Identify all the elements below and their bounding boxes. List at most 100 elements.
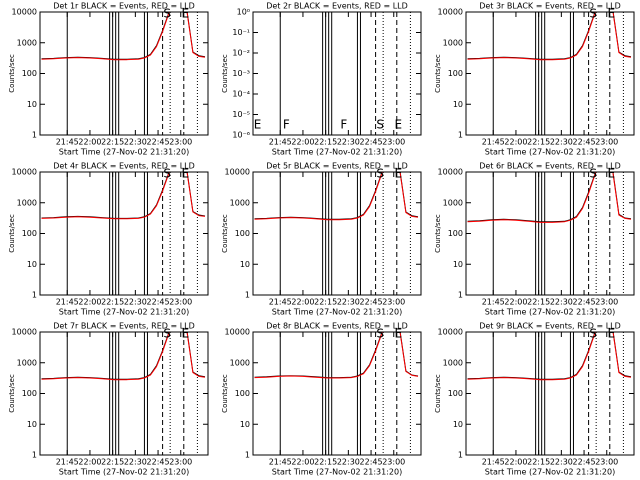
y-axis-label: Counts/sec [8,374,16,413]
x-tick-label: 22:45 [360,138,383,147]
y-tick-label: 10000 [225,328,250,337]
y-tick-label: 10 [453,260,463,269]
x-tick-label: 22:00 [504,298,527,307]
x-tick-label: 21:45 [482,458,505,467]
phase-label: S [376,167,384,181]
y-tick-label: 10 [27,260,37,269]
x-tick-label: 23:00 [595,138,618,147]
x-tick-label: 21:45 [56,138,79,147]
x-tick-label: 22:15 [527,458,550,467]
x-axis-label: Start Time (27-Nov-02 21:31:20) [59,468,189,477]
phase-label: E [608,167,616,181]
x-tick-label: 22:30 [337,298,360,307]
y-tick-label: 100 [22,389,37,398]
x-tick-label: 22:45 [147,298,170,307]
panel-title: Det 6r BLACK = Events, RED = LLD [479,162,621,171]
x-tick-label: 22:00 [78,298,101,307]
y-axis-label: Counts/sec [221,54,229,93]
phase-label: F [340,118,347,132]
plot-frame [39,331,209,456]
x-tick-label: 22:30 [550,138,573,147]
x-tick-label: 22:00 [504,138,527,147]
panel-title: Det 5r BLACK = Events, RED = LLD [266,162,408,171]
x-tick-label: 22:45 [147,138,170,147]
y-tick-label: 1000 [230,198,250,207]
x-axis-label: Start Time (27-Nov-02 21:31:20) [272,468,402,477]
x-tick-label: 23:00 [595,298,618,307]
y-tick-label: 1 [245,451,250,460]
x-tick-label: 23:00 [169,458,192,467]
y-tick-label: 1000 [443,38,463,47]
y-tick-label: 1 [458,451,463,460]
phase-label: S [376,327,384,341]
y-axis-label: Counts/sec [221,374,229,413]
x-axis-label: Start Time (27-Nov-02 21:31:20) [272,308,402,317]
x-tick-label: 22:15 [314,138,337,147]
phase-label: S [163,327,171,341]
x-tick-label: 22:30 [124,138,147,147]
series-line [467,172,632,223]
panel-title: Det 7r BLACK = Events, RED = LLD [53,322,195,331]
phase-label: E [182,7,190,21]
phase-label: S [589,327,597,341]
y-axis-label: Counts/sec [8,214,16,253]
x-tick-label: 22:45 [360,458,383,467]
x-tick-label: 22:00 [291,458,314,467]
phase-label: E [254,118,262,132]
phase-label: E [395,167,403,181]
y-tick-label: 100 [22,69,37,78]
x-tick-label: 22:45 [147,458,170,467]
y-tick-label: 10000 [12,168,37,177]
panel-title: Det 4r BLACK = Events, RED = LLD [53,162,195,171]
y-tick-label: 1000 [443,198,463,207]
y-tick-label: 10 [27,420,37,429]
x-tick-label: 22:30 [124,458,147,467]
x-axis-label: Start Time (27-Nov-02 21:31:20) [59,148,189,157]
y-tick-label: 10000 [438,328,463,337]
phase-label: S [376,118,384,132]
phase-label: E [395,327,403,341]
x-tick-label: 22:00 [78,458,101,467]
y-tick-label: 10⁻⁴ [232,90,250,99]
x-tick-label: 22:15 [314,458,337,467]
plot-frame [39,171,209,296]
x-axis-label: Start Time (27-Nov-02 21:31:20) [485,308,615,317]
panel: Det 5r BLACK = Events, RED = LLD Start Ti… [221,162,422,317]
y-tick-label: 100 [22,229,37,238]
x-tick-label: 21:45 [269,298,292,307]
panel: Det 9r BLACK = Events, RED = LLD Start Ti… [434,322,635,477]
panel-title: Det 9r BLACK = Events, RED = LLD [479,322,621,331]
y-tick-label: 10⁻⁶ [232,131,250,140]
x-tick-label: 22:30 [337,458,360,467]
x-tick-label: 22:45 [360,298,383,307]
y-tick-label: 10 [240,420,250,429]
phase-label: E [395,118,403,132]
series-line [41,12,206,61]
x-tick-label: 22:30 [550,458,573,467]
series-line [41,332,206,381]
plot-frame [252,11,422,136]
x-tick-label: 22:45 [573,458,596,467]
y-tick-label: 100 [448,69,463,78]
plot-frame [465,331,635,456]
series-line [254,172,419,221]
y-tick-label: 10 [27,100,37,109]
x-tick-label: 22:30 [550,298,573,307]
panel-title: Det 1r BLACK = Events, RED = LLD [53,2,195,11]
panel: Det 7r BLACK = Events, RED = LLD Start Ti… [8,322,209,477]
plot-frame [465,11,635,136]
x-tick-label: 22:15 [101,298,124,307]
panel: Det 2r BLACK = Events, RED = LLD Start Ti… [221,2,422,157]
y-axis-label: Counts/sec [434,54,442,93]
y-tick-label: 10000 [438,168,463,177]
phase-label: S [589,7,597,21]
y-tick-label: 1 [32,291,37,300]
y-tick-label: 1 [32,131,37,140]
plot-frame [465,171,635,296]
y-axis-label: Counts/sec [221,214,229,253]
y-axis-label: Counts/sec [434,374,442,413]
series-line [41,172,206,220]
panel-title: Det 3r BLACK = Events, RED = LLD [479,2,621,11]
